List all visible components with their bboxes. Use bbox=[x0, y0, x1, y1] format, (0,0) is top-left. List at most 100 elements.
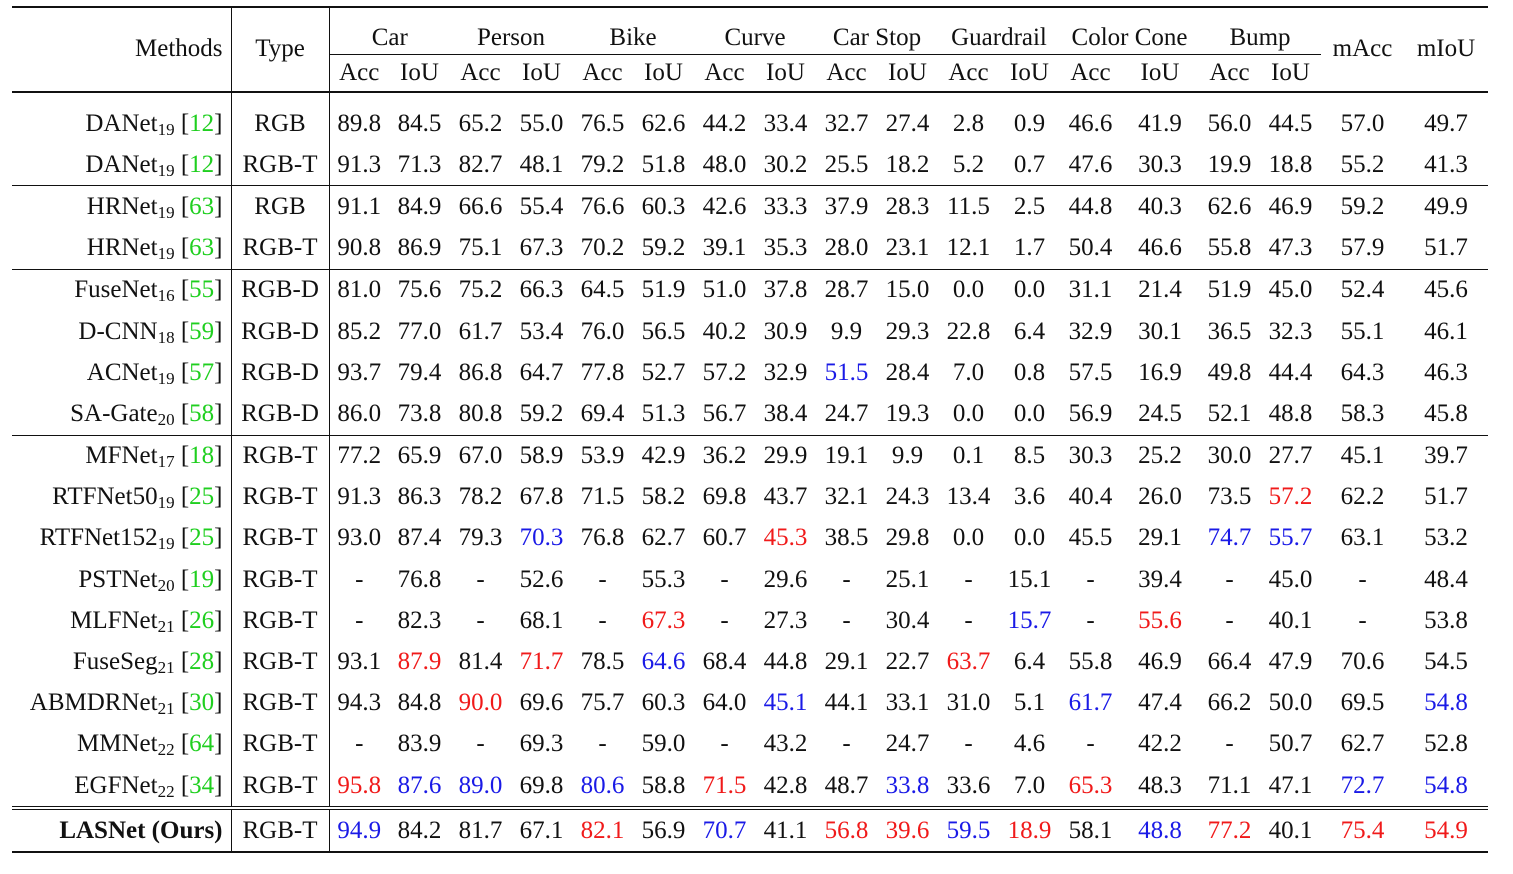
citation-link[interactable]: 63 bbox=[189, 192, 215, 220]
citation-link[interactable]: 25 bbox=[189, 483, 215, 511]
citation-link[interactable]: 12 bbox=[189, 109, 215, 137]
value-cell: 70.2 bbox=[580, 234, 625, 262]
value-cell: 24.5 bbox=[1138, 399, 1182, 427]
value-cell: 50.0 bbox=[1268, 689, 1313, 717]
value-cell: - bbox=[1358, 565, 1367, 593]
method-name: ACNet19 [57] bbox=[12, 352, 232, 394]
value-cell: 18.8 bbox=[1268, 150, 1313, 178]
value-cell: 32.3 bbox=[1268, 317, 1313, 345]
citation-link[interactable]: 58 bbox=[189, 399, 215, 427]
value-cell: 52.1 bbox=[1207, 399, 1252, 427]
value-cell: 41.3 bbox=[1424, 150, 1468, 178]
value-cell: 84.5 bbox=[397, 109, 442, 137]
value-cell: 70.7 bbox=[694, 806, 755, 854]
value-cell: 24.3 bbox=[885, 483, 930, 511]
method-label: MLFNet bbox=[70, 606, 158, 634]
citation-link[interactable]: 12 bbox=[189, 150, 215, 178]
metric-header-iou: IoU bbox=[1121, 54, 1199, 93]
value-cell: 27.7 bbox=[1260, 434, 1321, 477]
value-cell: 81.4 bbox=[458, 648, 503, 676]
value-cell: 56.5 bbox=[641, 317, 686, 345]
value-cell: 25.5 bbox=[824, 150, 869, 178]
method-year: 19 bbox=[157, 160, 175, 180]
method-label: DANet bbox=[85, 150, 158, 178]
class-header-curve: Curve bbox=[694, 7, 816, 55]
value-cell: 68.1 bbox=[519, 606, 564, 634]
citation-link[interactable]: 26 bbox=[189, 606, 215, 634]
metric-header-acc: Acc bbox=[1060, 54, 1121, 93]
value-cell: - bbox=[598, 606, 607, 634]
value-cell: 73.8 bbox=[397, 399, 442, 427]
value-cell: 0.0 bbox=[1013, 524, 1046, 552]
method-year: 19 bbox=[157, 493, 175, 513]
citation-link[interactable]: 63 bbox=[189, 234, 215, 262]
value-cell: 75.2 bbox=[450, 268, 511, 311]
citation-link[interactable]: 30 bbox=[189, 689, 215, 717]
class-header-car: Car bbox=[329, 7, 450, 55]
value-cell: 76.6 bbox=[572, 185, 633, 228]
value-cell: 39.6 bbox=[877, 806, 938, 854]
value-cell: 74.7 bbox=[1207, 524, 1252, 552]
value-cell: 28.7 bbox=[816, 268, 877, 311]
value-cell: 84.8 bbox=[397, 689, 442, 717]
value-cell: 55.2 bbox=[1340, 150, 1385, 178]
value-cell: 58.3 bbox=[1340, 399, 1385, 427]
modality-type: RGB-T bbox=[231, 476, 330, 518]
value-cell: 51.7 bbox=[1424, 483, 1468, 511]
value-cell: 64.7 bbox=[519, 358, 564, 386]
value-cell: 82.7 bbox=[458, 150, 503, 178]
value-cell: 37.9 bbox=[816, 185, 877, 228]
method-name: EGFNet22 [34] bbox=[12, 765, 232, 809]
citation-link[interactable]: 34 bbox=[189, 771, 215, 799]
metric-header-acc: Acc bbox=[694, 54, 755, 93]
citation-link[interactable]: 57 bbox=[189, 358, 215, 386]
value-cell: 33.1 bbox=[885, 689, 930, 717]
type-header: Type bbox=[231, 7, 330, 93]
value-cell: 64.6 bbox=[641, 648, 686, 676]
value-cell: 76.0 bbox=[580, 317, 625, 345]
value-cell: 46.3 bbox=[1424, 358, 1468, 386]
citation-link[interactable]: 19 bbox=[189, 565, 215, 593]
value-cell: 0.7 bbox=[1013, 150, 1046, 178]
modality-type: RGB-T bbox=[231, 806, 330, 854]
metric-header-iou: IoU bbox=[633, 54, 694, 93]
citation-link[interactable]: 64 bbox=[189, 730, 215, 758]
value-cell: 55.6 bbox=[1138, 606, 1182, 634]
method-label: D-CNN bbox=[78, 317, 158, 345]
method-name: ABMDRNet21 [30] bbox=[12, 682, 232, 724]
method-name: DANet19 [12] bbox=[12, 144, 232, 186]
value-cell: 35.3 bbox=[763, 234, 808, 262]
value-cell: 62.7 bbox=[1340, 730, 1385, 758]
value-cell: 45.8 bbox=[1424, 399, 1468, 427]
method-label: LASNet (Ours) bbox=[59, 816, 223, 844]
modality-type: RGB-D bbox=[231, 268, 330, 311]
value-cell: 1.7 bbox=[1013, 234, 1046, 262]
value-cell: 54.8 bbox=[1424, 689, 1468, 717]
citation-link[interactable]: 55 bbox=[189, 276, 215, 304]
header-row-classes: Methods Type Car Person Bike Curve Car S… bbox=[12, 7, 1488, 93]
modality-type: RGB-T bbox=[231, 723, 330, 765]
value-cell: - bbox=[720, 606, 729, 634]
value-cell: 54.9 bbox=[1404, 806, 1488, 854]
value-cell: 50.7 bbox=[1268, 730, 1313, 758]
method-label: SA-Gate bbox=[70, 399, 158, 427]
value-cell: 51.3 bbox=[641, 399, 686, 427]
value-cell: 55.3 bbox=[641, 565, 686, 593]
value-cell: 62.6 bbox=[1199, 185, 1260, 228]
header-row-metrics: Acc IoU Acc IoU Acc IoU Acc IoU Acc IoU Acc IoU Acc I… bbox=[12, 54, 1488, 93]
citation-link[interactable]: 25 bbox=[189, 524, 215, 552]
value-cell: 46.9 bbox=[1260, 185, 1321, 228]
value-cell: - bbox=[1086, 606, 1095, 634]
citation-link[interactable]: 18 bbox=[189, 442, 215, 470]
value-cell: 25.1 bbox=[885, 565, 930, 593]
value-cell: 57.2 bbox=[1268, 483, 1313, 511]
value-cell: 19.1 bbox=[816, 434, 877, 477]
value-cell: 45.5 bbox=[1068, 524, 1113, 552]
value-cell: 77.0 bbox=[397, 317, 442, 345]
value-cell: 56.9 bbox=[1068, 399, 1113, 427]
citation-link[interactable]: 28 bbox=[189, 648, 215, 676]
value-cell: 42.2 bbox=[1138, 730, 1182, 758]
value-cell: 58.1 bbox=[1060, 806, 1121, 854]
value-cell: 81.0 bbox=[329, 268, 389, 311]
citation-link[interactable]: 59 bbox=[189, 317, 215, 345]
